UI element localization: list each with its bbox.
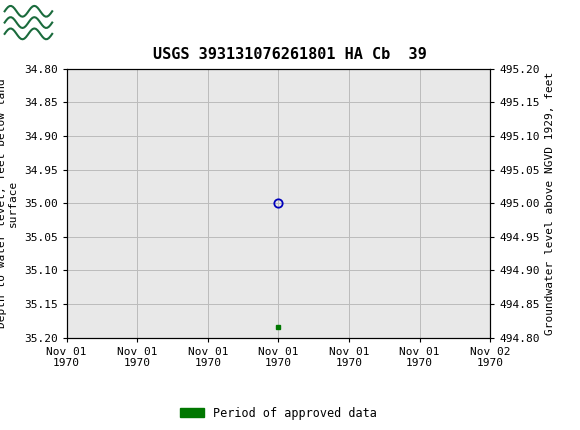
FancyBboxPatch shape <box>3 3 55 42</box>
Text: USGS 393131076261801 HA Cb  39: USGS 393131076261801 HA Cb 39 <box>153 47 427 62</box>
Legend: Period of approved data: Period of approved data <box>175 402 382 424</box>
Text: USGS: USGS <box>58 13 118 32</box>
Y-axis label: Depth to water level, feet below land
surface: Depth to water level, feet below land su… <box>0 78 19 328</box>
Y-axis label: Groundwater level above NGVD 1929, feet: Groundwater level above NGVD 1929, feet <box>545 71 555 335</box>
